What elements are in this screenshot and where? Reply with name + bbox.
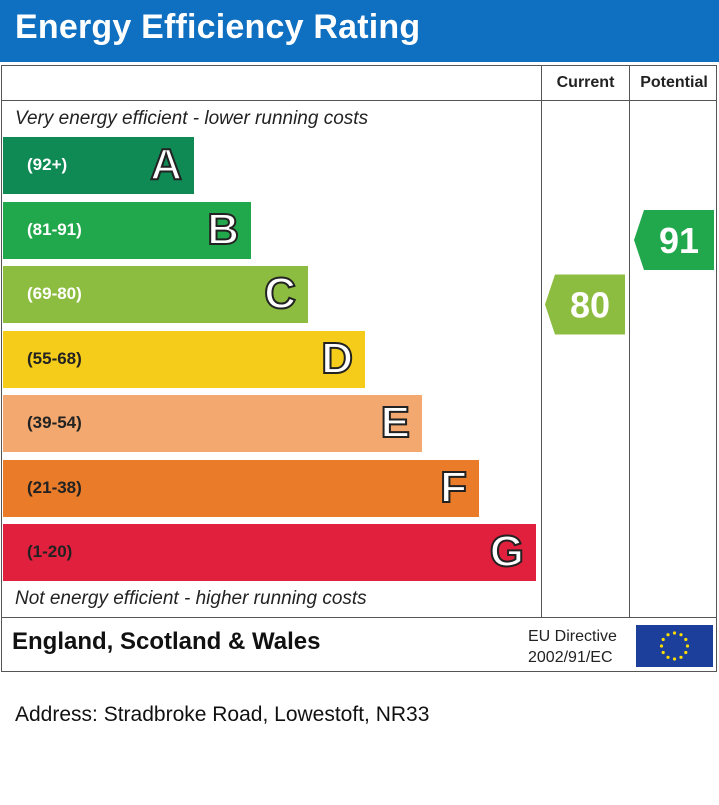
eu-star [666, 655, 670, 659]
band-letter: F [439, 462, 468, 513]
band-c: (69-80) C [3, 266, 308, 323]
band-range-label: (1-20) [27, 542, 73, 561]
header-row-divider [1, 100, 717, 101]
header-bar: Energy Efficiency Rating [0, 0, 719, 62]
potential-column-divider [629, 65, 630, 618]
potential-column-header: Potential [640, 74, 708, 91]
eu-flag-icon [636, 625, 713, 667]
eu-star [661, 650, 665, 655]
band-letter: C [263, 268, 297, 319]
band-range-label: (69-80) [27, 284, 82, 303]
eu-star [659, 644, 664, 648]
band-range-label: (55-68) [27, 348, 82, 368]
band-g: (1-20) G [3, 524, 536, 581]
current-column-header: Current [556, 74, 615, 91]
eu-directive-line2: 2002/91/EC [528, 649, 613, 666]
eu-star [672, 657, 677, 661]
band-letter: A [149, 139, 183, 190]
bottom-note: Not energy efficient - higher running co… [15, 588, 367, 609]
eu-star [684, 650, 688, 655]
band-range-label: (81-91) [27, 219, 82, 239]
band-e: (39-54) E [3, 395, 422, 452]
rating-frame [1, 65, 717, 672]
band-letter: D [320, 333, 354, 384]
band-a: (92+) A [3, 137, 194, 194]
band-b: (81-91) B [3, 201, 251, 259]
eu-directive-text: EU Directive 2002/91/EC [528, 626, 617, 668]
footer-row-divider [1, 617, 717, 618]
band-d: (55-68) D [3, 330, 365, 388]
region-label: England, Scotland & Wales [12, 628, 321, 655]
eu-star [679, 633, 683, 637]
band-range-label: (92+) [27, 155, 68, 174]
band-letter: B [206, 204, 240, 255]
band-letter: G [489, 526, 525, 577]
eu-star [672, 631, 677, 635]
eu-star [685, 644, 690, 648]
band-range-label: (21-38) [27, 477, 82, 497]
eu-star [661, 637, 665, 642]
top-note: Very energy efficient - lower running co… [15, 108, 369, 129]
current-column-divider [541, 65, 542, 618]
eu-star [679, 655, 683, 659]
band-letter: E [380, 397, 411, 448]
chart-title: Energy Efficiency Rating [15, 8, 421, 46]
eu-directive-line1: EU Directive [528, 628, 617, 645]
band-range-label: (39-54) [27, 413, 82, 432]
eu-star [666, 633, 670, 637]
band-f: (21-38) F [3, 459, 479, 517]
eu-star [684, 637, 688, 642]
address-text: Address: Stradbroke Road, Lowestoft, NR3… [15, 703, 430, 726]
